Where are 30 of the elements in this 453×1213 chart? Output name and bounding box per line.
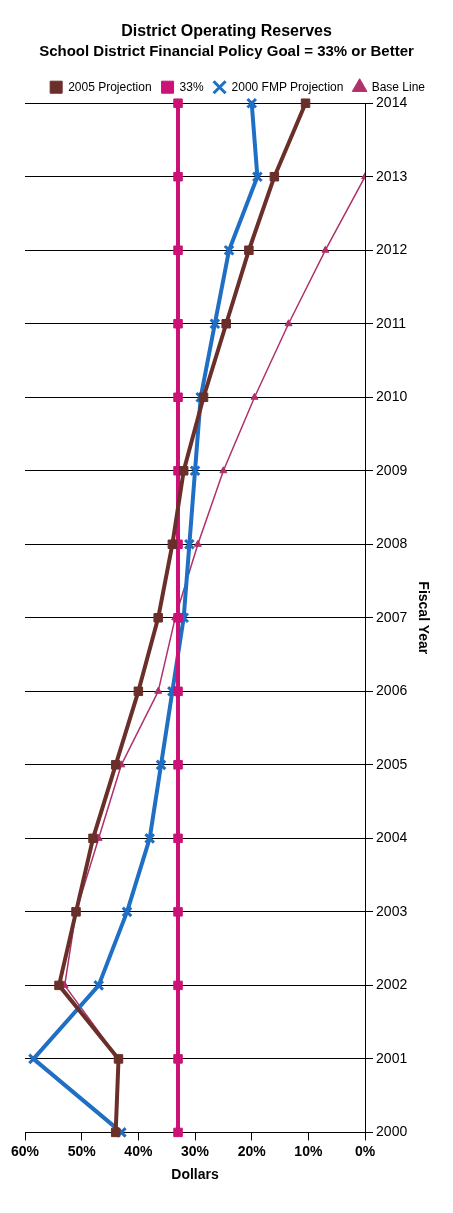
y-tick-label: 2012 — [376, 241, 408, 258]
y-tick-label: 2002 — [376, 976, 408, 993]
x-tick-label: 30% — [181, 1142, 210, 1159]
y-tick-label: 2014 — [376, 94, 408, 111]
chart-title: District Operating Reserves — [121, 22, 332, 40]
y-tick-label: 2001 — [376, 1049, 408, 1066]
y-tick-label: 2008 — [376, 535, 408, 552]
y-tick-label: 2005 — [376, 755, 408, 772]
y-tick-label: 2007 — [376, 608, 408, 625]
legend-label: 33% — [179, 79, 204, 94]
y-tick-label: 2010 — [376, 388, 408, 405]
legend-label: 2000 FMP Projection — [231, 79, 344, 94]
y-tick-label: 2009 — [376, 461, 408, 478]
y-tick-label: 2006 — [376, 682, 408, 699]
y-axis-title: Fiscal Year — [415, 581, 432, 655]
x-tick-label: 40% — [124, 1142, 153, 1159]
legend-label: 2005 Projection — [68, 79, 152, 94]
x-tick-label: 60% — [10, 1142, 40, 1159]
x-tick-label: 20% — [237, 1142, 267, 1159]
y-tick-label: 2003 — [376, 902, 408, 919]
x-tick-label: 50% — [67, 1142, 97, 1159]
x-tick-label: 0% — [354, 1142, 376, 1159]
y-tick-label: 2004 — [376, 829, 408, 846]
y-tick-label: 2000 — [376, 1123, 408, 1140]
y-tick-label: 2011 — [376, 314, 407, 331]
x-axis-title: Dollars — [171, 1166, 219, 1183]
legend-label: Base Line — [371, 79, 426, 94]
y-tick-label: 2013 — [376, 167, 408, 184]
x-tick-label: 10% — [294, 1142, 323, 1159]
chart-subtitle: School District Financial Policy Goal = 33% or Better — [39, 42, 414, 60]
